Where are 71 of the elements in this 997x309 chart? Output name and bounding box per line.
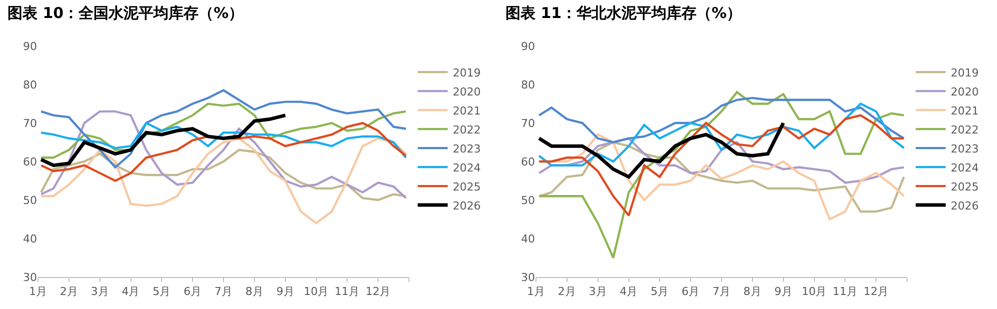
x-tick-label: 11月 xyxy=(832,285,858,298)
legend-label: 2020 xyxy=(950,85,979,98)
chart-title: 图表 11：华北水泥平均库存（%） xyxy=(505,4,742,22)
x-tick-label: 10月 xyxy=(802,285,827,298)
x-tick-label: 9月 xyxy=(774,285,792,298)
y-tick-label: 30 xyxy=(23,270,37,284)
line-series xyxy=(40,102,408,159)
legend-label: 2026 xyxy=(452,199,481,212)
x-tick-label: 3月 xyxy=(588,285,607,298)
x-tick-label: 4月 xyxy=(122,285,140,298)
legend-label: 2023 xyxy=(452,142,481,156)
line-series xyxy=(538,137,906,184)
legend-label: 2019 xyxy=(452,66,481,80)
x-tick-label: 8月 xyxy=(245,285,264,298)
line-series xyxy=(39,114,288,168)
line-series xyxy=(40,148,408,202)
x-tick-label: 9月 xyxy=(276,285,294,298)
line-series xyxy=(40,122,408,182)
x-tick-label: 7月 xyxy=(712,285,730,298)
x-tick-label: 4月 xyxy=(620,285,638,298)
x-tick-label: 1月 xyxy=(527,285,545,298)
y-tick-label: 50 xyxy=(23,194,37,207)
y-tick-label: 40 xyxy=(23,232,37,246)
y-tick-label: 80 xyxy=(521,78,535,92)
legend-label: 2021 xyxy=(452,104,481,118)
x-tick-label: 5月 xyxy=(650,285,669,298)
line-series xyxy=(538,141,906,213)
y-tick-label: 70 xyxy=(23,116,37,130)
line-series xyxy=(538,91,906,259)
legend-label: 2022 xyxy=(452,123,481,136)
x-tick-label: 7月 xyxy=(214,285,232,298)
line-series xyxy=(40,110,408,200)
x-tick-label: 2月 xyxy=(60,285,78,298)
line-series xyxy=(538,114,906,216)
y-tick-label: 40 xyxy=(521,232,535,246)
x-tick-label: 11月 xyxy=(334,285,360,298)
x-tick-label: 6月 xyxy=(682,285,700,298)
y-tick-label: 60 xyxy=(23,155,37,168)
y-tick-label: 90 xyxy=(23,40,37,53)
line-series xyxy=(40,137,408,224)
x-tick-label: 2月 xyxy=(558,285,576,298)
line-series xyxy=(538,102,906,166)
legend-label: 2026 xyxy=(950,199,979,212)
legend-label: 2023 xyxy=(950,142,979,156)
y-tick-label: 50 xyxy=(521,194,535,207)
legend-label: 2021 xyxy=(950,104,979,118)
x-tick-label: 5月 xyxy=(152,285,171,298)
chart-title: 图表 10：全国水泥平均库存（%） xyxy=(7,4,244,22)
y-tick-label: 60 xyxy=(521,155,535,168)
x-tick-label: 1月 xyxy=(29,285,47,298)
line-series xyxy=(40,122,408,159)
x-tick-label: 12月 xyxy=(366,285,391,298)
x-tick-label: 10月 xyxy=(304,285,329,298)
y-tick-label: 30 xyxy=(521,270,535,284)
x-tick-label: 6月 xyxy=(184,285,202,298)
legend-label: 2024 xyxy=(452,161,481,174)
y-tick-label: 70 xyxy=(521,116,535,130)
line-series xyxy=(538,96,906,144)
line-series xyxy=(537,121,786,179)
legend-label: 2024 xyxy=(950,161,979,174)
y-tick-label: 90 xyxy=(521,40,535,53)
legend-label: 2025 xyxy=(950,180,979,194)
legend-label: 2025 xyxy=(452,180,481,194)
legend-label: 2020 xyxy=(452,85,481,98)
line-series xyxy=(40,89,408,168)
x-tick-label: 8月 xyxy=(743,285,762,298)
x-tick-label: 3月 xyxy=(90,285,109,298)
legend-label: 2022 xyxy=(950,123,979,136)
y-tick-label: 80 xyxy=(23,78,37,92)
x-tick-label: 12月 xyxy=(864,285,889,298)
legend-label: 2019 xyxy=(950,66,979,80)
